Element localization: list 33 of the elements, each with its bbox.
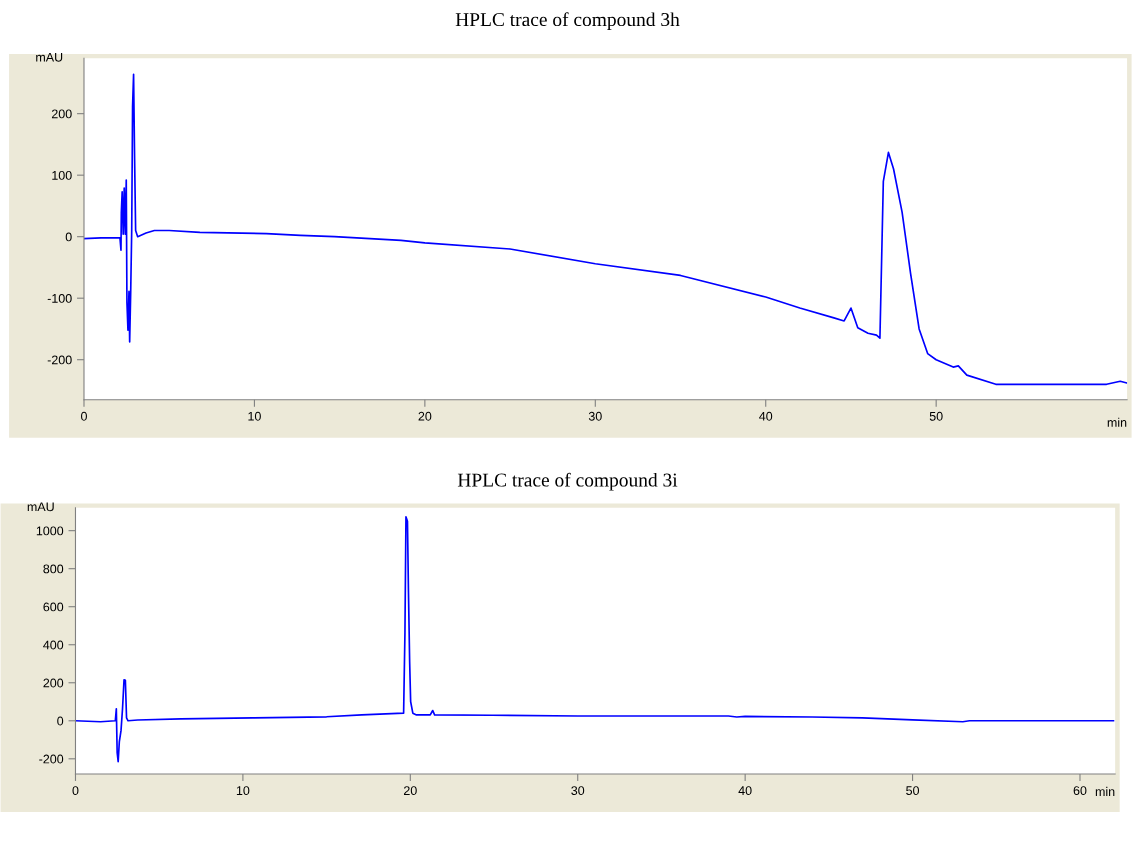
x-tick-label: 30	[571, 786, 585, 796]
y-tick-label: 400	[43, 640, 64, 650]
line-series	[75, 515, 1115, 763]
y-tick-label: -100	[47, 293, 72, 303]
y-tick-label: 100	[52, 170, 72, 180]
x-tick-label: 0	[81, 411, 87, 421]
x-axis-title: min	[1107, 417, 1127, 427]
x-tick-label: 20	[418, 411, 432, 421]
x-tick-label: 30	[588, 411, 602, 421]
y-tick-label: 0	[65, 232, 72, 242]
x-tick-label: 20	[403, 786, 417, 796]
chart-title: HPLC trace of compound 3h	[455, 12, 680, 31]
y-tick-label: -200	[39, 754, 64, 764]
x-tick-label: 40	[738, 786, 752, 796]
y-tick-label: -200	[47, 355, 72, 365]
y-tick-label: 200	[43, 678, 64, 688]
x-tick-label: 60	[1073, 786, 1087, 796]
x-axis-title: min	[1095, 786, 1115, 796]
y-tick-label: 1000	[36, 526, 64, 536]
x-tick-label: 10	[248, 411, 261, 421]
y-tick-label: 200	[51, 109, 72, 119]
y-axis-title: mAU	[36, 52, 63, 62]
x-tick-label: 10	[236, 786, 250, 796]
y-tick-label: 600	[43, 602, 64, 612]
y-axis-title: mAU	[27, 502, 54, 512]
y-tick-label: 800	[43, 564, 64, 574]
chart-title: HPLC trace of compound 3i	[457, 472, 678, 491]
x-tick-label: 50	[906, 786, 920, 796]
line-series	[83, 73, 1128, 386]
x-tick-label: 50	[929, 411, 943, 421]
x-tick-label: 40	[759, 411, 773, 421]
y-tick-label: 0	[57, 716, 64, 726]
x-tick-label: 0	[72, 786, 79, 796]
